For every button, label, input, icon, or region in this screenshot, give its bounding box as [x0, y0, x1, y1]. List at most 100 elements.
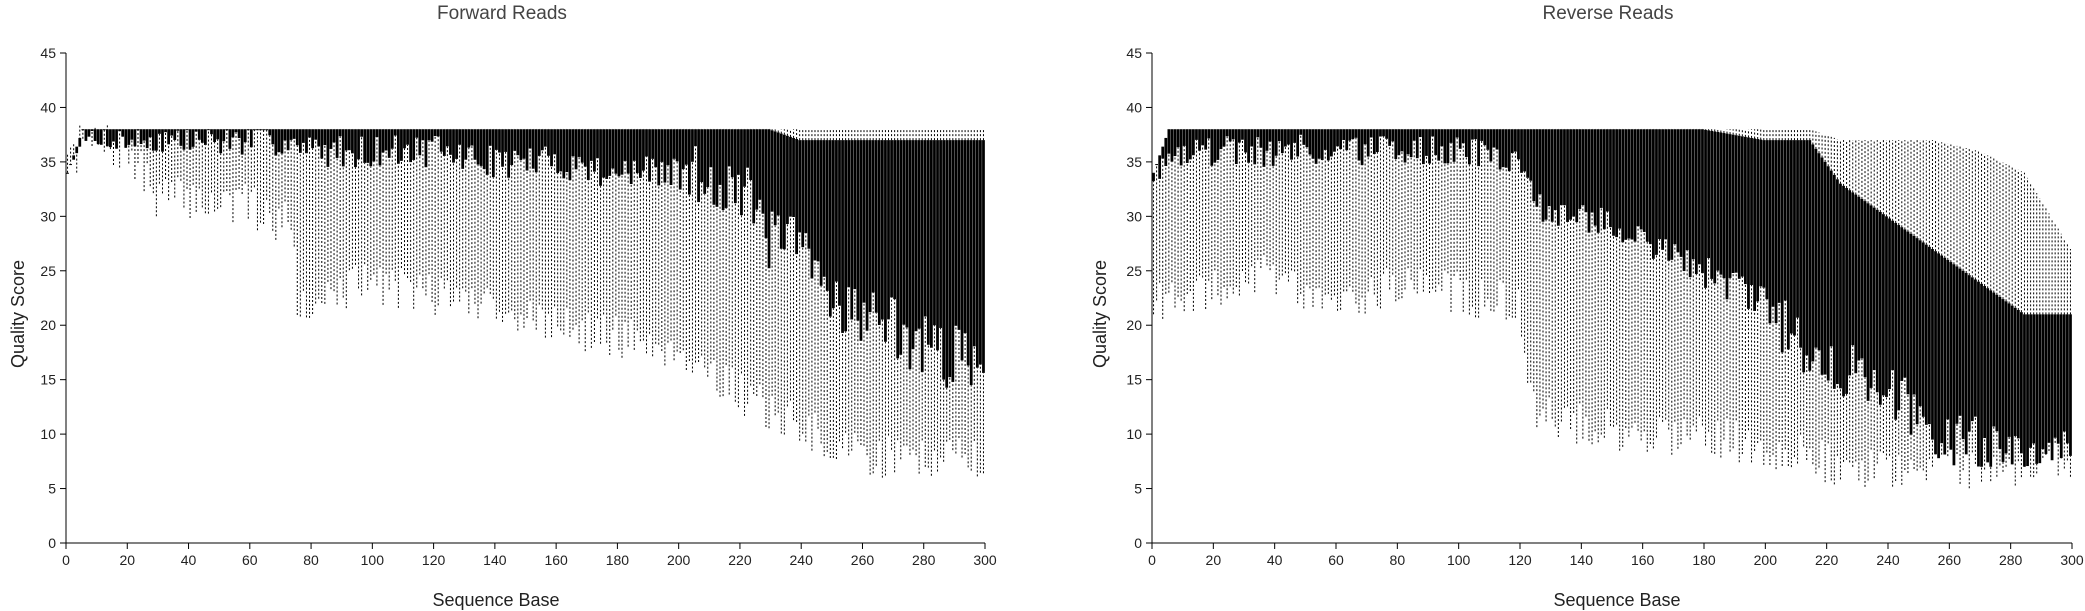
forward-iqr-box: [632, 129, 636, 161]
forward-box-base-99: [366, 129, 370, 290]
reverse-box-base-285: [2023, 172, 2026, 467]
forward-box-base-201: [678, 129, 682, 354]
forward-box-base-139: [488, 129, 492, 294]
forward-box-base-180: [614, 129, 618, 316]
forward-box-base-291: [954, 129, 958, 454]
reverse-iqr-box: [1633, 129, 1637, 242]
reverse-iqr-box: [2050, 314, 2054, 461]
reverse-box-base-100: [1455, 129, 1459, 272]
forward-box-base-276: [908, 129, 912, 455]
forward-box-base-208: [700, 129, 704, 356]
reverse-iqr-box: [1952, 264, 1956, 466]
forward-iqr-box: [789, 136, 792, 217]
reverse-box-base-211: [1796, 129, 1799, 464]
forward-box-base-56: [234, 129, 238, 190]
forward-iqr-box: [452, 129, 455, 163]
forward-box-base-185: [629, 129, 633, 319]
reverse-iqr-box: [1262, 129, 1266, 167]
forward-box-base-189: [642, 129, 645, 341]
reverse-iqr-box: [2053, 314, 2057, 438]
reverse-iqr-box: [1379, 129, 1382, 137]
forward-iqr-box: [387, 129, 391, 158]
forward-box-base-2: [69, 147, 72, 166]
forward-iqr-box: [295, 129, 299, 146]
reverse-iqr-box: [1624, 129, 1628, 240]
reverse-box-base-33: [1250, 129, 1254, 267]
reverse-iqr-box: [1811, 144, 1815, 362]
reverse-box-base-257: [1937, 141, 1940, 459]
reverse-iqr-box: [1799, 140, 1802, 348]
reverse-iqr-box: [1495, 129, 1499, 150]
reverse-iqr-box: [1937, 253, 1940, 459]
forward-box-base-243: [807, 129, 811, 416]
reverse-x-tick-label: 80: [1390, 552, 1406, 568]
forward-box-base-173: [593, 129, 596, 343]
forward-iqr-box: [893, 140, 897, 300]
reverse-box-base-198: [1756, 129, 1760, 444]
forward-iqr-box: [743, 129, 746, 187]
forward-iqr-box: [568, 129, 572, 181]
forward-iqr-box: [424, 129, 428, 168]
forward-iqr-box: [167, 129, 171, 145]
reverse-iqr-box: [1961, 270, 1965, 440]
reverse-iqr-box: [1443, 129, 1447, 164]
forward-box-base-199: [672, 129, 676, 361]
forward-iqr-box: [675, 129, 679, 162]
reverse-iqr-box: [1563, 129, 1566, 206]
reverse-box-base-253: [1924, 140, 1928, 481]
reverse-iqr-box: [1805, 140, 1809, 356]
reverse-box-base-292: [2044, 208, 2048, 455]
reverse-box-base-136: [1566, 129, 1569, 407]
forward-x-tick-label: 80: [303, 552, 319, 568]
forward-box-base-66: [265, 129, 269, 200]
reverse-iqr-box: [2047, 314, 2051, 443]
reverse-iqr-box: [1596, 129, 1600, 233]
reverse-iqr-box: [1609, 129, 1612, 228]
reverse-box-base-96: [1443, 129, 1447, 271]
forward-box-base-18: [118, 129, 121, 168]
forward-iqr-box: [372, 129, 376, 162]
reverse-iqr-box: [1590, 129, 1594, 213]
reverse-box-base-127: [1538, 129, 1542, 416]
reverse-iqr-box: [1158, 155, 1162, 179]
reverse-iqr-box: [2013, 307, 2017, 436]
reverse-iqr-box: [1553, 129, 1557, 211]
forward-iqr-box: [363, 129, 367, 163]
reverse-box-base-37: [1262, 129, 1266, 255]
reverse-iqr-box: [1618, 129, 1622, 229]
forward-iqr-box: [936, 140, 939, 351]
forward-iqr-box: [314, 129, 318, 140]
reverse-box-base-132: [1553, 129, 1557, 427]
reverse-box-base-171: [1673, 129, 1677, 422]
forward-iqr-box: [191, 129, 195, 147]
forward-box-base-240: [798, 129, 802, 441]
forward-iqr-box: [375, 129, 379, 138]
reverse-iqr-box: [1599, 129, 1603, 208]
reverse-box-base-186: [1719, 129, 1723, 458]
reverse-box-base-191: [1734, 129, 1738, 421]
reverse-iqr-box: [1428, 129, 1431, 164]
forward-box-base-64: [259, 129, 262, 223]
forward-iqr-box: [200, 129, 204, 143]
forward-box-base-15: [109, 129, 112, 150]
forward-box-base-53: [225, 129, 229, 191]
reverse-box-base-248: [1909, 140, 1913, 460]
reverse-box-base-2: [1155, 164, 1158, 301]
forward-box-base-22: [130, 129, 134, 151]
reverse-box-base-88: [1418, 129, 1422, 269]
reverse-box-base-173: [1679, 129, 1683, 445]
reverse-iqr-box: [1989, 290, 1993, 467]
forward-iqr-box: [850, 140, 854, 320]
forward-box-base-188: [638, 129, 642, 342]
reverse-iqr-box: [1931, 249, 1934, 440]
forward-box-base-145: [507, 129, 511, 313]
forward-iqr-box: [130, 129, 134, 140]
forward-iqr-box: [767, 129, 771, 269]
reverse-iqr-box: [1587, 129, 1591, 233]
forward-box-base-151: [525, 129, 529, 319]
reverse-iqr-box: [1216, 129, 1220, 160]
reverse-iqr-box: [2010, 305, 2014, 465]
forward-box-base-57: [237, 129, 241, 190]
forward-box-base-226: [755, 129, 759, 397]
forward-box-base-6: [81, 129, 85, 139]
